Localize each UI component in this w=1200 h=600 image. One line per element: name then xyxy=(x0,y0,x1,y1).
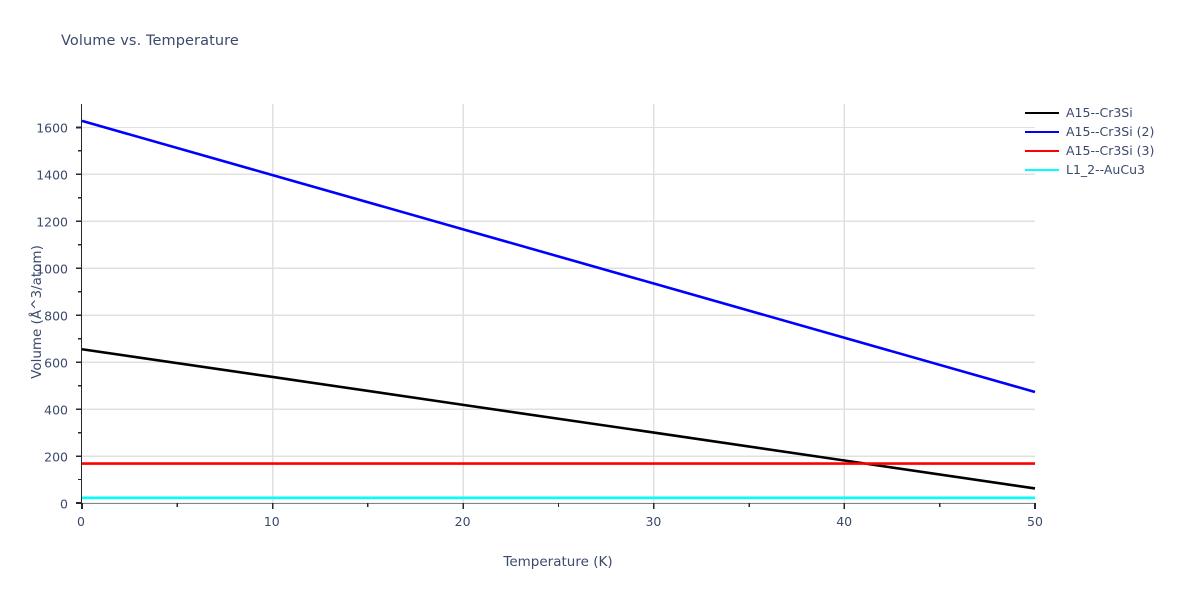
y-tick-label: 1000 xyxy=(36,261,68,277)
y-tick-label: 800 xyxy=(44,308,68,324)
x-tick-label: 30 xyxy=(645,514,662,529)
legend: A15--Cr3Si A15--Cr3Si (2) A15--Cr3Si (3) L1… xyxy=(1025,103,1197,179)
y-axis-tick-labels: 0 200 400 600 800 1000 1200 1400 1600 xyxy=(0,104,68,511)
legend-item[interactable]: A15--Cr3Si (3) xyxy=(1025,141,1197,160)
legend-color-swatch xyxy=(1025,149,1059,152)
y-axis-title: Volume (Å^3/atom) xyxy=(29,245,45,379)
legend-label: A15--Cr3Si (3) xyxy=(1066,143,1155,158)
y-tick-label: 1400 xyxy=(36,167,68,183)
x-tick-label: 50 xyxy=(1027,514,1043,529)
y-tick-label: 1200 xyxy=(36,214,68,230)
legend-color-swatch xyxy=(1025,168,1059,171)
x-tick-label: 0 xyxy=(77,514,85,529)
y-tick-label: 600 xyxy=(44,355,68,371)
legend-item[interactable]: A15--Cr3Si (2) xyxy=(1025,122,1197,141)
legend-item[interactable]: L1_2--AuCu3 xyxy=(1025,160,1197,179)
y-tick-label: 1600 xyxy=(36,120,68,136)
x-tick-label: 40 xyxy=(836,514,853,529)
series-line-0 xyxy=(81,347,1036,490)
legend-color-swatch xyxy=(1025,111,1059,114)
data-series-layer xyxy=(81,119,1036,500)
plot-area xyxy=(76,104,1036,509)
legend-label: A15--Cr3Si xyxy=(1066,105,1133,120)
y-tick-label: 0 xyxy=(60,496,68,512)
legend-item[interactable]: A15--Cr3Si xyxy=(1025,103,1197,122)
x-axis-title: Temperature (K) xyxy=(503,554,613,570)
legend-color-swatch xyxy=(1025,130,1059,133)
page-title: Volume vs. Temperature xyxy=(61,33,239,49)
y-tick-label: 200 xyxy=(44,449,68,465)
gridlines xyxy=(76,104,1036,509)
x-axis-tick-labels: 0 10 20 30 40 50 xyxy=(77,514,1043,534)
legend-label: L1_2--AuCu3 xyxy=(1066,162,1145,177)
y-tick-label: 400 xyxy=(44,402,68,418)
x-tick-label: 10 xyxy=(263,514,280,529)
x-tick-label: 20 xyxy=(454,514,471,529)
legend-label: A15--Cr3Si (2) xyxy=(1066,124,1155,139)
series-line-1 xyxy=(81,119,1036,394)
